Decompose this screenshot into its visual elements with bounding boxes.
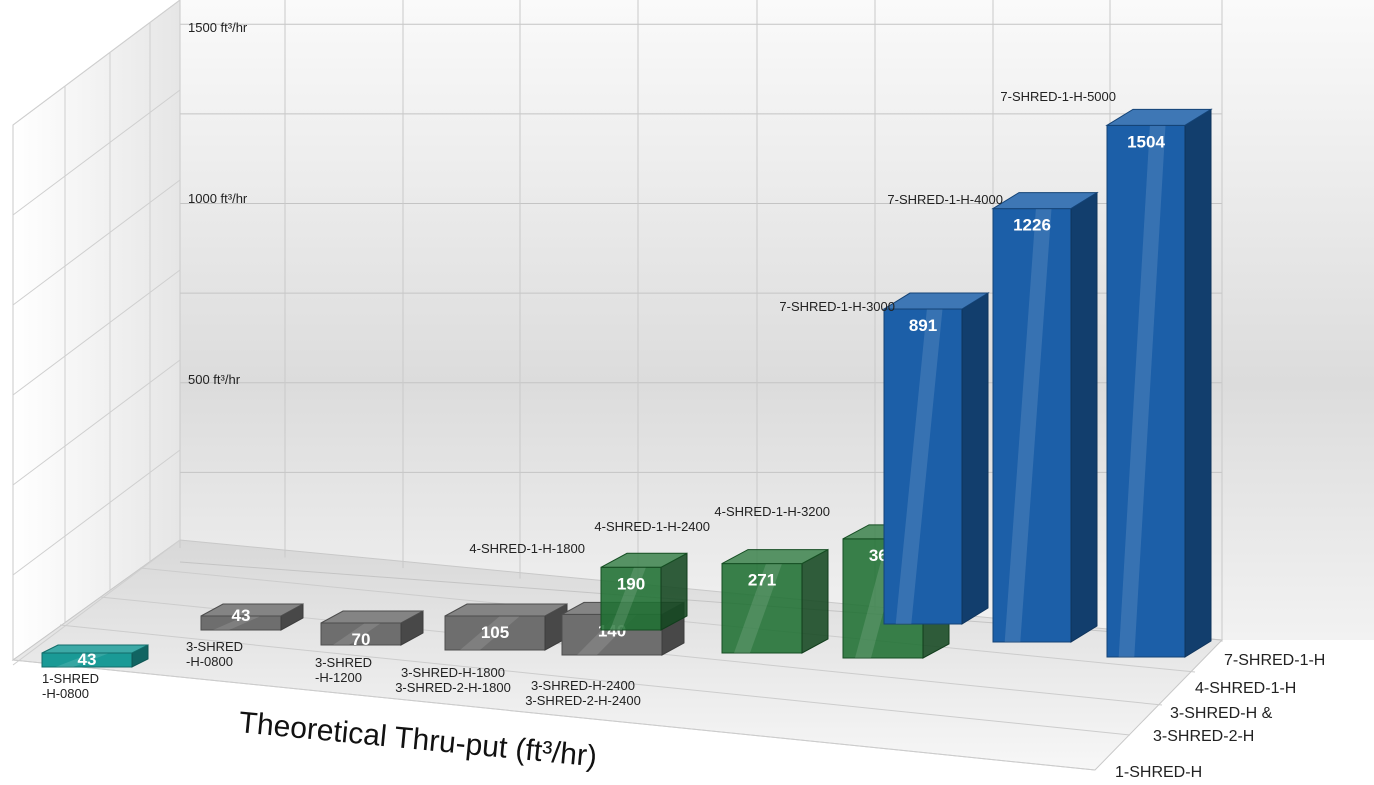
bar-category-label-line: 4-SHRED-1-H-1800 xyxy=(469,541,585,556)
bar-top xyxy=(600,552,688,568)
bar-6: 190 xyxy=(600,552,688,631)
bar-category-label: 3-SHRED-H-1800 3-SHRED-2-H-1800 xyxy=(395,665,511,695)
bar-gloss xyxy=(895,309,943,624)
bar-9: 891 xyxy=(882,292,990,625)
bar-top xyxy=(1105,108,1213,126)
y-tick-label-500: 500 ft³/hr xyxy=(188,372,241,387)
bar-category-label: 3-SHRED -H-1200 xyxy=(315,655,372,685)
grid-line xyxy=(12,0,181,126)
bar-category-label: 7-SHRED-1-H-3000 xyxy=(779,299,895,314)
bar-side xyxy=(1184,108,1212,658)
bar-top xyxy=(41,644,149,654)
bar-7: 271 xyxy=(721,548,829,654)
depth-label-7-shred: 7-SHRED-1-H xyxy=(1224,652,1325,669)
bar-top xyxy=(882,292,990,310)
bar-value-label: 70 xyxy=(352,630,371,649)
bar-category-label-line: 7-SHRED-1-H-3000 xyxy=(779,299,895,314)
bar-gloss xyxy=(1004,208,1052,642)
bar-gloss xyxy=(333,623,381,645)
bar-value-label: 891 xyxy=(909,316,937,335)
bar-value-label: 43 xyxy=(78,650,97,669)
grid-line xyxy=(12,269,181,396)
grid-line xyxy=(12,179,181,306)
bar-category-label: 3-SHRED-H-2400 3-SHRED-2-H-2400 xyxy=(525,678,641,708)
bar-1: 43 xyxy=(41,644,149,669)
bar-front xyxy=(1106,124,1186,658)
bar-category-label-line: 4-SHRED-1-H-3200 xyxy=(714,504,830,519)
bar-category-label-line: 3-SHRED-2-H-1800 xyxy=(395,680,511,695)
bar-category-label: 4-SHRED-1-H-3200 xyxy=(714,504,830,519)
bar-2: 43 xyxy=(200,603,304,631)
bar-top xyxy=(444,603,568,617)
bar-category-label-line: 4-SHRED-1-H-2400 xyxy=(594,519,710,534)
depth-label-3-shred-line2: 3-SHRED-2-H xyxy=(1153,728,1254,745)
bar-11: 1504 xyxy=(1105,108,1213,658)
bar-4: 105 xyxy=(444,603,568,651)
bar-value-label: 271 xyxy=(748,571,776,590)
bar-10: 1226 xyxy=(991,191,1099,643)
bar-category-label: 7-SHRED-1-H-5000 xyxy=(1000,89,1116,104)
depth-label-3-shred: 3-SHRED-H & 3-SHRED-2-H xyxy=(1153,705,1277,745)
bar-gloss xyxy=(55,653,110,667)
bar-category-label-line: 3-SHRED xyxy=(186,639,243,654)
bar-category-label: 4-SHRED-1-H-1800 xyxy=(469,541,585,556)
bar-category-label: 7-SHRED-1-H-4000 xyxy=(887,192,1003,207)
bar-category-label-line: 7-SHRED-1-H-5000 xyxy=(1000,89,1116,104)
bar-category-label-line: 3-SHRED xyxy=(315,655,372,670)
depth-axis-labels: 7-SHRED-1-H 4-SHRED-1-H 3-SHRED-H & 3-SH… xyxy=(1115,652,1325,781)
bar-category-label-line: -H-1200 xyxy=(315,670,362,685)
bar-category-label: 1-SHRED -H-0800 xyxy=(42,671,99,701)
bar-category-label-line: -H-0800 xyxy=(42,686,89,701)
bar-gloss xyxy=(1118,125,1166,657)
x-axis-title: Theoretical Thru-put (ft³/hr) xyxy=(237,706,598,773)
bar-category-label-line: 7-SHRED-1-H-4000 xyxy=(887,192,1003,207)
bar-top xyxy=(320,610,424,624)
bar-front xyxy=(992,208,1072,643)
bar-category-label-line: -H-0800 xyxy=(186,654,233,669)
bar-category-label-line: 3-SHRED-2-H-2400 xyxy=(525,693,641,708)
bar-gloss xyxy=(460,616,520,650)
grid-line xyxy=(12,539,181,666)
bar-value-label: 43 xyxy=(232,606,251,625)
bar-category-label-line: 1-SHRED xyxy=(42,671,99,686)
depth-label-1-shred: 1-SHRED-H xyxy=(1115,764,1202,781)
bar-side xyxy=(801,548,829,654)
grid-line xyxy=(12,359,181,486)
grid-line xyxy=(59,624,1131,736)
bar-gloss xyxy=(610,567,646,630)
bar-3: 70 xyxy=(320,610,424,649)
bar-front xyxy=(721,563,803,654)
grid-line xyxy=(12,449,181,576)
bar-category-label-line: 3-SHRED-H-2400 xyxy=(531,678,635,693)
bar-value-label: 105 xyxy=(481,623,509,642)
bar-front xyxy=(600,566,662,631)
depth-label-3-shred-line1: 3-SHRED-H & xyxy=(1170,705,1273,722)
bar-gloss xyxy=(213,616,261,630)
bar-top xyxy=(200,603,304,617)
grid-line xyxy=(12,89,181,216)
bar-top xyxy=(721,549,829,565)
bar-value-label: 1226 xyxy=(1013,216,1051,235)
y-tick-label-1500: 1500 ft³/hr xyxy=(188,20,248,35)
bar-value-label: 1504 xyxy=(1127,132,1165,151)
bar-category-label: 3-SHRED -H-0800 xyxy=(186,639,243,669)
bar-side xyxy=(1070,191,1098,643)
y-tick-label-1000: 1000 ft³/hr xyxy=(188,191,248,206)
bar-gloss xyxy=(734,563,782,653)
bar-top xyxy=(991,192,1099,210)
depth-label-4-shred: 4-SHRED-1-H xyxy=(1195,680,1296,697)
bar-value-label: 190 xyxy=(617,574,645,593)
y-axis: 500 ft³/hr 1000 ft³/hr 1500 ft³/hr xyxy=(188,20,248,387)
grid-line xyxy=(12,659,1096,771)
bar-category-label: 4-SHRED-1-H-2400 xyxy=(594,519,710,534)
bar-side xyxy=(961,292,989,625)
bar-category-label-line: 3-SHRED-H-1800 xyxy=(401,665,505,680)
